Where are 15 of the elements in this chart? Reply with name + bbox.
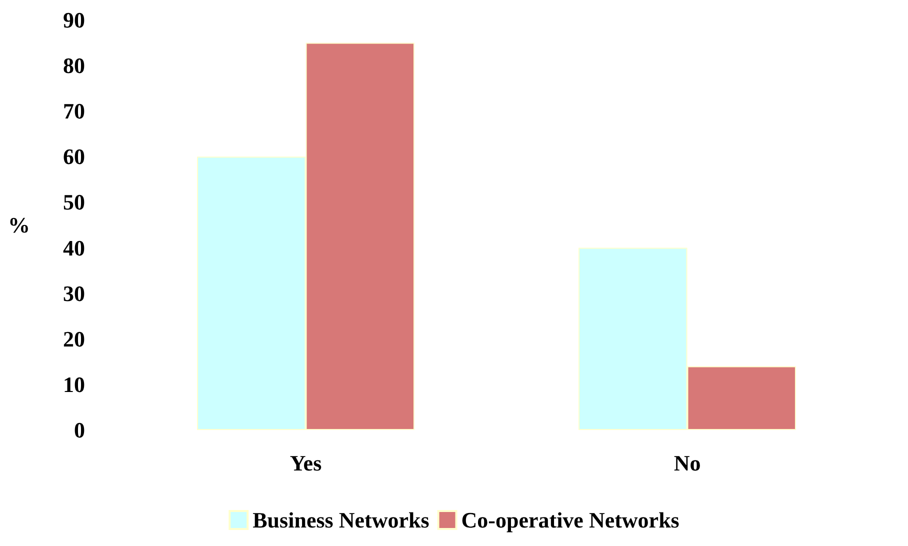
- y-tick-label: 60: [63, 144, 85, 170]
- y-tick-label: 80: [63, 53, 85, 78]
- y-tick-label: 0: [74, 418, 85, 442]
- y-tick-label: 10: [63, 372, 85, 397]
- y-tick-label: 20: [63, 326, 85, 352]
- legend-label: Co-operative Networks: [461, 508, 680, 532]
- y-tick-label: 70: [63, 98, 85, 124]
- y-tick-label: 50: [63, 190, 85, 215]
- x-tick-label: Yes: [290, 450, 322, 476]
- y-tick-label: 90: [63, 8, 85, 32]
- y-tick-label: 30: [63, 280, 85, 306]
- legend-label: Business Networks: [252, 508, 430, 532]
- y-tick-label: 40: [63, 235, 85, 260]
- x-tick-label: No: [674, 450, 701, 476]
- y-axis-title: %: [8, 212, 30, 238]
